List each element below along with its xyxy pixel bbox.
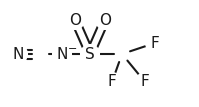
Text: F: F: [108, 74, 116, 89]
Text: F: F: [151, 36, 159, 51]
Circle shape: [9, 45, 27, 63]
Text: F: F: [141, 74, 149, 89]
Circle shape: [53, 45, 71, 63]
Circle shape: [96, 11, 114, 29]
Circle shape: [66, 11, 84, 29]
Text: N: N: [56, 47, 68, 62]
Circle shape: [146, 34, 164, 52]
Circle shape: [103, 73, 121, 91]
Text: O: O: [99, 13, 111, 27]
Text: S: S: [85, 47, 95, 62]
Circle shape: [136, 73, 154, 91]
Circle shape: [81, 45, 99, 63]
Text: O: O: [69, 13, 81, 27]
Text: N: N: [12, 47, 24, 62]
Text: −: −: [68, 44, 77, 54]
